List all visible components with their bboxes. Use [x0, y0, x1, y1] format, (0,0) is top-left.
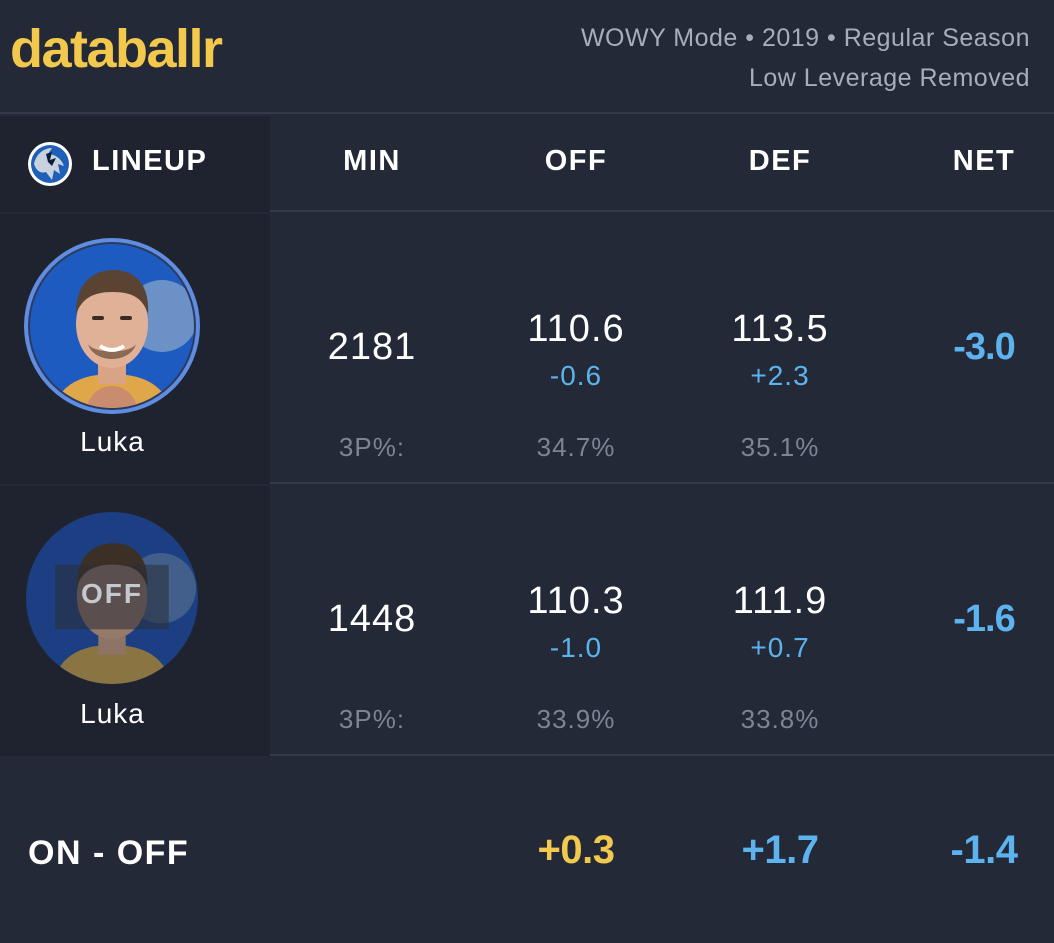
- on-off-net-diff: -1.4: [950, 828, 1018, 872]
- player-name: Luka: [80, 426, 145, 457]
- column-net[interactable]: NET: [952, 145, 1016, 177]
- def-rating: 113.5: [731, 308, 829, 350]
- player-name: Luka: [80, 698, 145, 729]
- threept-label: 3P%:: [338, 704, 406, 734]
- column-def[interactable]: DEF: [748, 145, 812, 177]
- min-value: 1448: [327, 598, 417, 640]
- on-off-def-diff: +1.7: [741, 828, 819, 872]
- column-off[interactable]: OFF: [544, 145, 608, 177]
- on-off-label: ON - OFF: [28, 834, 190, 872]
- mavericks-logo-icon: [28, 142, 72, 186]
- table-row-off: OFF Luka 1448 110.3 -1.0 111.9 +0.7 -1.6…: [0, 486, 1054, 756]
- on-off-off-diff: +0.3: [537, 828, 615, 872]
- brand-logo: databallr: [10, 19, 223, 79]
- net-rating: -1.6: [953, 598, 1015, 640]
- table-row-on: Luka 2181 110.6 -0.6 113.5 +2.3 -3.0 3P%…: [0, 214, 1054, 484]
- column-lineup: LINEUP: [92, 145, 208, 177]
- player-avatar-off[interactable]: [24, 510, 200, 686]
- def-3p-pct: 33.8%: [740, 704, 820, 734]
- column-min[interactable]: MIN: [343, 145, 401, 177]
- min-value: 2181: [327, 326, 417, 368]
- off-delta: -1.0: [549, 632, 603, 663]
- off-rating: 110.3: [527, 580, 625, 622]
- threept-label: 3P%:: [338, 432, 406, 462]
- off-rating: 110.6: [527, 308, 625, 350]
- player-avatar-on[interactable]: [22, 236, 202, 416]
- off-delta: -0.6: [549, 360, 603, 391]
- filter-mode-season: WOWY Mode • 2019 • Regular Season: [580, 24, 1030, 52]
- filter-leverage: Low Leverage Removed: [749, 64, 1030, 92]
- column-header-row: LINEUP MIN OFF DEF NET: [0, 116, 1054, 212]
- lineup-header-cell: LINEUP: [0, 116, 270, 212]
- player-cell: Luka: [0, 214, 270, 484]
- on-off-summary-row: ON - OFF +0.3 +1.7 -1.4: [0, 758, 1054, 943]
- off-badge: OFF: [81, 578, 143, 609]
- def-delta: +2.3: [750, 360, 810, 391]
- player-cell: OFF Luka: [0, 486, 270, 756]
- off-3p-pct: 33.9%: [536, 704, 616, 734]
- header: databallr WOWY Mode • 2019 • Regular Sea…: [0, 0, 1054, 114]
- off-3p-pct: 34.7%: [536, 432, 616, 462]
- def-3p-pct: 35.1%: [740, 432, 820, 462]
- def-rating: 111.9: [732, 580, 828, 622]
- filter-summary: WOWY Mode • 2019 • Regular Season Low Le…: [581, 18, 1030, 98]
- net-rating: -3.0: [953, 326, 1015, 368]
- def-delta: +0.7: [750, 632, 810, 663]
